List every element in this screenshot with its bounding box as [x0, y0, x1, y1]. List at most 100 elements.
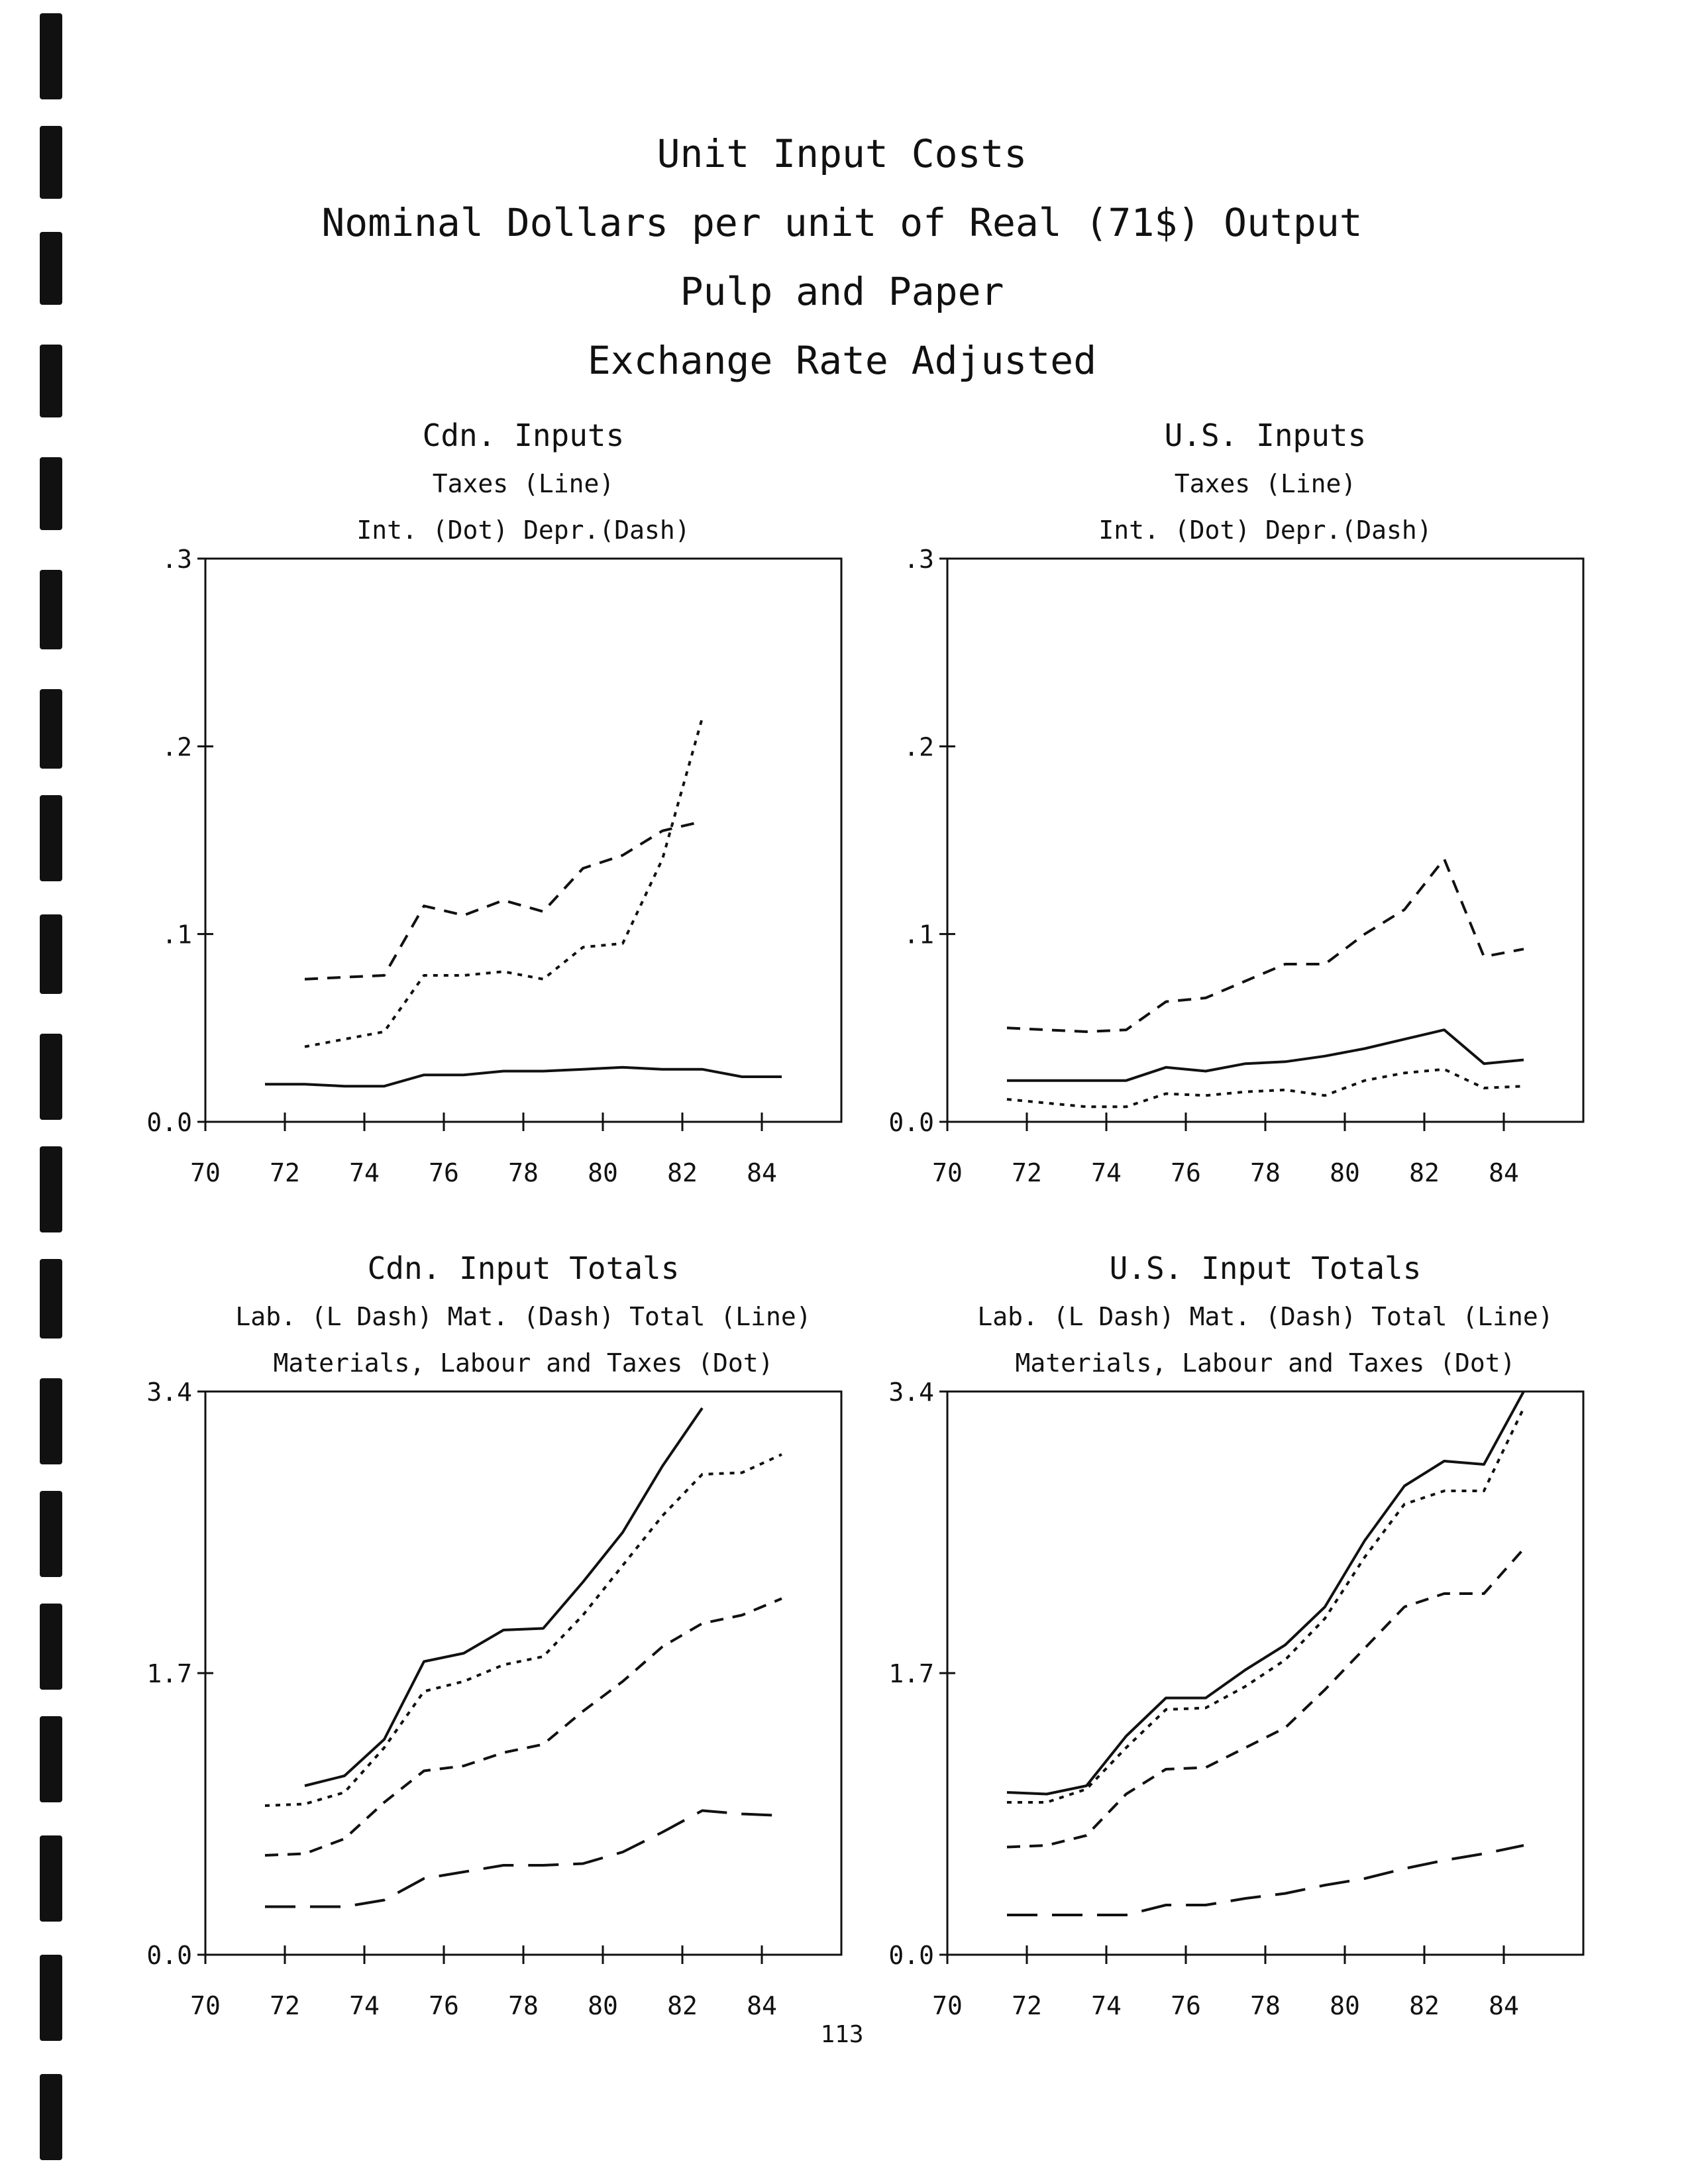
x-tick-label: 78	[1250, 1991, 1281, 2020]
y-tick-label: 0.0	[888, 1941, 934, 1970]
series-line-dash	[304, 820, 703, 981]
binding-mark	[40, 126, 62, 199]
series-line-solid	[265, 1065, 782, 1088]
binding-mark	[40, 914, 62, 994]
x-tick-label: 80	[1330, 1991, 1360, 2020]
main-title-line-4: Exchange Rate Adjusted	[587, 338, 1097, 383]
binding-mark	[40, 1034, 62, 1120]
chart-title: U.S. Input Totals	[1110, 1250, 1422, 1286]
x-tick-label: 74	[349, 1991, 380, 2020]
plot-frame	[946, 1390, 1585, 1956]
binding-mark	[40, 1835, 62, 1922]
x-tick-label: 84	[1489, 1991, 1519, 2020]
series-line-solid	[1007, 1028, 1524, 1082]
x-tick-label: 72	[1012, 1991, 1042, 2020]
series-line-longdash	[1007, 1844, 1524, 1916]
binding-mark	[40, 1604, 62, 1690]
main-title-line-1: Unit Input Costs	[657, 131, 1027, 176]
y-tick-label: 3.4	[888, 1378, 934, 1407]
chart-subtitle: Int. (Dot) Depr.(Dash)	[1098, 516, 1432, 545]
x-tick-label: 80	[588, 1991, 618, 2020]
y-tick-label: 0.0	[888, 1108, 934, 1137]
chart-panel-2: U.S. Inputs Taxes (Line) Int. (Dot) Depr.(…	[888, 417, 1585, 1187]
binding-mark	[40, 13, 62, 99]
plot-frame	[946, 557, 1585, 1123]
y-tick-label: .3	[162, 545, 192, 574]
x-tick-label: 82	[1409, 1158, 1440, 1187]
x-tick-label: 80	[588, 1158, 618, 1187]
y-tick-label: 0.0	[146, 1108, 192, 1137]
chart-panel-1: Cdn. Inputs Taxes (Line) Int. (Dot) Depr.(…	[146, 417, 843, 1187]
x-tick-label: 84	[747, 1991, 777, 2020]
chart-panel-3: Cdn. Input Totals Lab. (L Dash) Mat. (Das…	[146, 1250, 843, 2020]
x-tick-label: 72	[270, 1991, 300, 2020]
x-tick-label: 84	[747, 1158, 777, 1187]
x-tick-label: 74	[1091, 1991, 1122, 2020]
chart-subtitle: Materials, Labour and Taxes (Dot)	[274, 1348, 774, 1378]
binding-mark	[40, 1259, 62, 1338]
y-tick-label: .3	[904, 545, 934, 574]
x-tick-label: 82	[667, 1158, 698, 1187]
main-title-line-2: Nominal Dollars per unit of Real (71$) O…	[321, 200, 1363, 245]
series-line-dot	[1006, 1067, 1524, 1109]
chart-subtitle: Taxes (Line)	[433, 469, 615, 498]
y-tick-label: 1.7	[146, 1659, 192, 1688]
series-line-dash	[1006, 857, 1524, 1033]
page-number: 113	[820, 2021, 864, 2048]
binding-mark	[40, 457, 62, 530]
y-tick-label: .2	[162, 732, 192, 761]
binding-mark	[40, 1955, 62, 2041]
binding-mark	[40, 689, 62, 769]
y-tick-label: 1.7	[888, 1659, 934, 1688]
binding-mark	[40, 232, 62, 305]
x-tick-label: 76	[1171, 1158, 1201, 1187]
binding-mark	[40, 2074, 62, 2160]
chart-subtitle: Lab. (L Dash) Mat. (Dash) Total (Line)	[977, 1302, 1553, 1331]
binding-mark	[40, 1716, 62, 1802]
x-tick-label: 78	[508, 1991, 539, 2020]
x-tick-label: 72	[1012, 1158, 1042, 1187]
chart-title: Cdn. Input Totals	[368, 1250, 680, 1286]
chart-subtitle: Taxes (Line)	[1175, 469, 1357, 498]
series-line-longdash	[265, 1809, 782, 1908]
series-line-dash	[1006, 1548, 1525, 1849]
binding-mark	[40, 1146, 62, 1232]
chart-title: Cdn. Inputs	[423, 417, 625, 453]
binding-mark	[40, 345, 62, 417]
binding-mark	[40, 1491, 62, 1577]
x-tick-label: 78	[508, 1158, 539, 1187]
x-tick-label: 72	[270, 1158, 300, 1187]
series-line-solid	[1006, 1391, 1525, 1796]
x-tick-label: 70	[190, 1158, 221, 1187]
series-line-dot	[304, 718, 704, 1048]
series-line-dot	[1007, 1407, 1525, 1804]
x-tick-label: 70	[932, 1158, 963, 1187]
binding-mark	[40, 1378, 62, 1464]
chart-subtitle: Int. (Dot) Depr.(Dash)	[356, 516, 690, 545]
x-tick-label: 82	[667, 1991, 698, 2020]
y-tick-label: .2	[904, 732, 934, 761]
y-tick-label: 0.0	[146, 1941, 192, 1970]
plot-frame	[204, 1390, 843, 1956]
x-tick-label: 84	[1489, 1158, 1519, 1187]
y-tick-label: 3.4	[146, 1378, 192, 1407]
series-line-solid	[304, 1407, 704, 1787]
series-line-dash	[264, 1597, 782, 1857]
x-tick-label: 74	[1091, 1158, 1122, 1187]
binding-mark	[40, 795, 62, 881]
chart-title: U.S. Inputs	[1165, 417, 1367, 453]
chart-panel-4: U.S. Input Totals Lab. (L Dash) Mat. (Das…	[888, 1250, 1585, 2020]
plot-frame	[204, 557, 843, 1123]
x-tick-label: 82	[1409, 1991, 1440, 2020]
main-title-line-3: Pulp and Paper	[680, 269, 1004, 314]
binding-mark	[40, 570, 62, 649]
x-tick-label: 76	[429, 1991, 459, 2020]
x-tick-label: 76	[429, 1158, 459, 1187]
chart-subtitle: Materials, Labour and Taxes (Dot)	[1016, 1348, 1516, 1378]
y-tick-label: .1	[904, 920, 934, 950]
chart-subtitle: Lab. (L Dash) Mat. (Dash) Total (Line)	[235, 1302, 811, 1331]
main-title: Unit Input Costs Nominal Dollars per uni…	[0, 119, 1684, 395]
x-tick-label: 78	[1250, 1158, 1281, 1187]
y-tick-label: .1	[162, 920, 192, 950]
